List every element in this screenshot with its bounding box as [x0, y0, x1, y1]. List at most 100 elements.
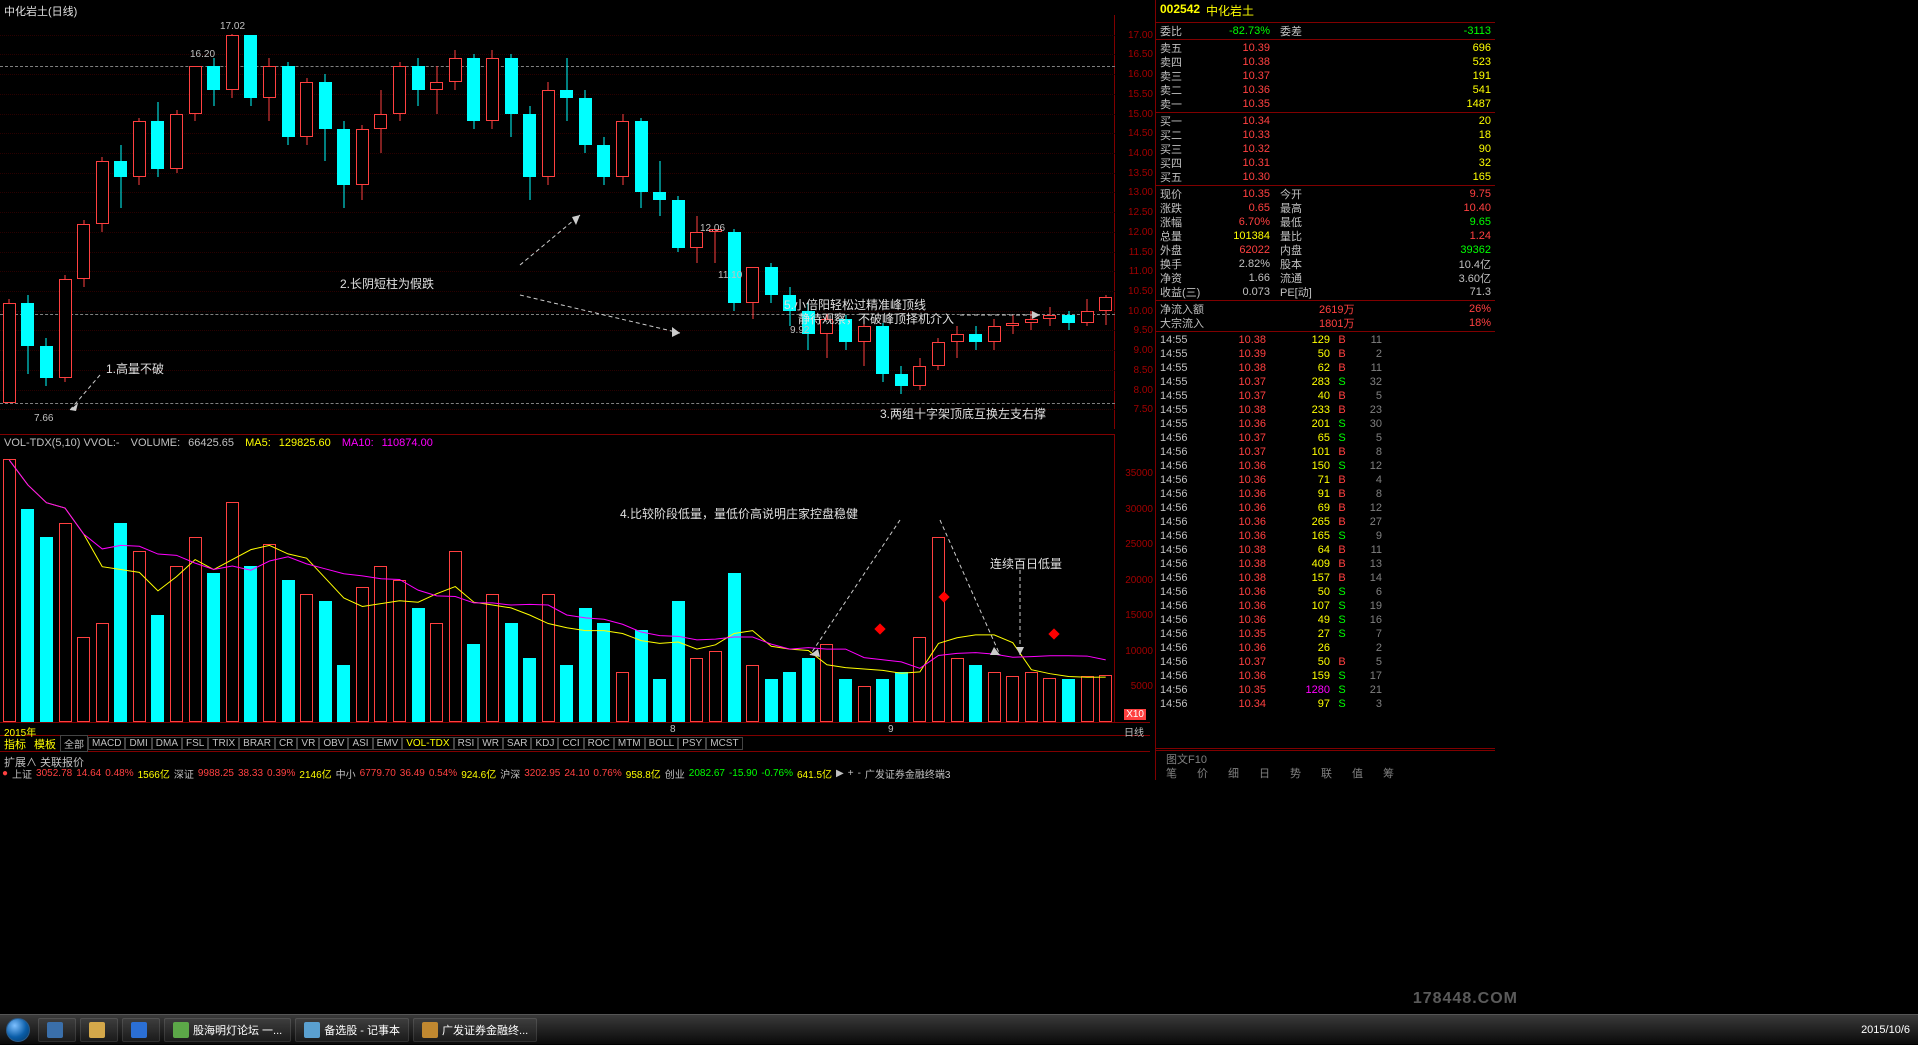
tab-item[interactable]: 势 [1280, 765, 1311, 781]
status-item: 2082.67 [687, 768, 727, 779]
status-item: 0.76% [591, 768, 623, 779]
indicator-obv[interactable]: OBV [319, 737, 348, 750]
indicator-emv[interactable]: EMV [373, 737, 403, 750]
indicator-dma[interactable]: DMA [152, 737, 182, 750]
tick-row: 14:5610.3669B12 [1156, 501, 1495, 515]
indicator-vol-tdx[interactable]: VOL-TDX [402, 737, 453, 750]
status-item: -0.76% [759, 768, 795, 779]
tick-row: 14:5510.3950B2 [1156, 347, 1495, 361]
tick-row: 14:5610.3671B4 [1156, 473, 1495, 487]
status-item: 0.48% [103, 768, 135, 779]
indicator-dmi[interactable]: DMI [125, 737, 151, 750]
volume-panel[interactable]: VOL-TDX(5,10) VVOL:- VOLUME:66425.65 MA5… [0, 434, 1115, 722]
tick-row: 14:5610.3750B5 [1156, 655, 1495, 669]
tick-row: 14:5610.3497S3 [1156, 697, 1495, 711]
tick-row: 14:5610.37101B8 [1156, 445, 1495, 459]
tick-row: 14:5510.36201S30 [1156, 417, 1495, 431]
tick-row: 14:5610.36265B27 [1156, 515, 1495, 529]
quote-row: 收益(三)0.073PE[动]71.3 [1156, 285, 1495, 299]
quote-row: 换手2.82%股本10.4亿 [1156, 257, 1495, 271]
taskbar-item[interactable] [38, 1018, 76, 1042]
indicator-fsl[interactable]: FSL [182, 737, 208, 750]
template-label: 模板 [30, 736, 60, 752]
taskbar-item[interactable]: 广发证券金融终... [413, 1018, 537, 1042]
bid-row: 买二10.3318 [1156, 128, 1495, 142]
tick-row: 14:5610.3864B11 [1156, 543, 1495, 557]
system-tray[interactable]: 2015/10/6 [1853, 1024, 1918, 1036]
quote-rows: 现价10.35今开9.75涨跌0.65最高10.40涨幅6.70%最低9.65总… [1156, 187, 1495, 299]
tick-row: 14:5610.3650S6 [1156, 585, 1495, 599]
kline-panel[interactable]: 17.0216.2012.0611.109.927.661.高量不破2.长阴短柱… [0, 15, 1115, 429]
bid-row: 买一10.3420 [1156, 114, 1495, 128]
tab-item[interactable]: 价 [1187, 765, 1218, 781]
tick-row: 14:5610.36150S12 [1156, 459, 1495, 473]
main-chart-area: 中化岩土(日线) 17.0216.2012.0611.109.927.661.高… [0, 0, 1150, 792]
indicator-boll[interactable]: BOLL [645, 737, 679, 750]
tab-item[interactable]: 值 [1342, 765, 1373, 781]
ask-row: 卖三10.37191 [1156, 69, 1495, 83]
indicator-brar[interactable]: BRAR [239, 737, 275, 750]
indicator-wr[interactable]: WR [478, 737, 503, 750]
tick-row: 14:5610.36165S9 [1156, 529, 1495, 543]
weibi-row: 委比 -82.73% 委差 -3113 [1156, 24, 1495, 38]
indicator-全部[interactable]: 全部 [60, 735, 88, 752]
taskbar-item[interactable] [122, 1018, 160, 1042]
tab-item[interactable]: 笔 [1156, 765, 1187, 781]
taskbar-item[interactable] [80, 1018, 118, 1042]
indicator-sar[interactable]: SAR [503, 737, 532, 750]
tab-item[interactable]: 日 [1249, 765, 1280, 781]
tick-row: 14:5510.38233B23 [1156, 403, 1495, 417]
tab-item[interactable]: 筹 [1373, 765, 1404, 781]
extension-bar[interactable]: 扩展∧ 关联报价 [0, 752, 1150, 766]
volume-yaxis: 5000100001500020000250003000035000 [1115, 434, 1155, 722]
indicator-kdj[interactable]: KDJ [531, 737, 558, 750]
status-item: 3052.78 [34, 768, 74, 779]
tick-row: 14:5610.3527S7 [1156, 627, 1495, 641]
tick-row: 14:5610.3649S16 [1156, 613, 1495, 627]
ask-row: 卖一10.351487 [1156, 97, 1495, 111]
status-item: 958.8亿 [624, 766, 663, 780]
tick-row: 14:5510.38129B11 [1156, 333, 1495, 347]
bid-row: 买三10.3290 [1156, 142, 1495, 156]
quote-panel: 002542 中化岩土 委比 -82.73% 委差 -3113 卖五10.396… [1155, 0, 1495, 780]
indicator-asi[interactable]: ASI [348, 737, 372, 750]
tab-item[interactable]: 细 [1218, 765, 1249, 781]
status-item: 上证 [10, 766, 34, 780]
timeline: 2015年 8 9 日线 [0, 722, 1150, 736]
status-item: 2146亿 [297, 766, 333, 780]
indicator-vr[interactable]: VR [297, 737, 319, 750]
tick-list[interactable]: 14:5510.38129B1114:5510.3950B214:5510.38… [1156, 333, 1495, 713]
start-button[interactable] [0, 1015, 36, 1045]
indicator-trix[interactable]: TRIX [208, 737, 239, 750]
status-item: 中小 [334, 766, 358, 780]
tab-item[interactable]: 联 [1311, 765, 1342, 781]
taskbar-item[interactable]: 备选股 - 记事本 [295, 1018, 409, 1042]
taskbar[interactable]: 股海明灯论坛 一...备选股 - 记事本广发证券金融终... 2015/10/6 [0, 1014, 1918, 1044]
stock-header: 002542 中化岩土 [1156, 0, 1495, 21]
indicator-cr[interactable]: CR [275, 737, 297, 750]
indicator-roc[interactable]: ROC [584, 737, 614, 750]
quote-row: 总量101384量比1.24 [1156, 229, 1495, 243]
tick-row: 14:5510.3862B11 [1156, 361, 1495, 375]
status-item: ▶ [834, 768, 846, 779]
status-item: 24.10 [562, 768, 591, 779]
status-item: 36.49 [398, 768, 427, 779]
tick-row: 14:5610.3691B8 [1156, 487, 1495, 501]
quote-row: 外盘62022内盘39362 [1156, 243, 1495, 257]
tick-row: 14:5610.38409B13 [1156, 557, 1495, 571]
status-item: 6779.70 [358, 768, 398, 779]
indicator-rsi[interactable]: RSI [454, 737, 479, 750]
tick-row: 14:5710.351637 [1156, 711, 1495, 713]
indicator-psy[interactable]: PSY [678, 737, 706, 750]
tick-row: 14:5610.36262 [1156, 641, 1495, 655]
indicator-mtm[interactable]: MTM [614, 737, 645, 750]
bid-row: 买四10.3132 [1156, 156, 1495, 170]
quote-row: 现价10.35今开9.75 [1156, 187, 1495, 201]
bottom-tabs: 图文F10 笔价细日势联值筹 [1156, 748, 1495, 780]
tick-row: 14:5510.37283S32 [1156, 375, 1495, 389]
taskbar-item[interactable]: 股海明灯论坛 一... [164, 1018, 291, 1042]
tick-row: 14:5610.351280S21 [1156, 683, 1495, 697]
indicator-cci[interactable]: CCI [558, 737, 583, 750]
indicator-macd[interactable]: MACD [88, 737, 125, 750]
indicator-mcst[interactable]: MCST [706, 737, 742, 750]
